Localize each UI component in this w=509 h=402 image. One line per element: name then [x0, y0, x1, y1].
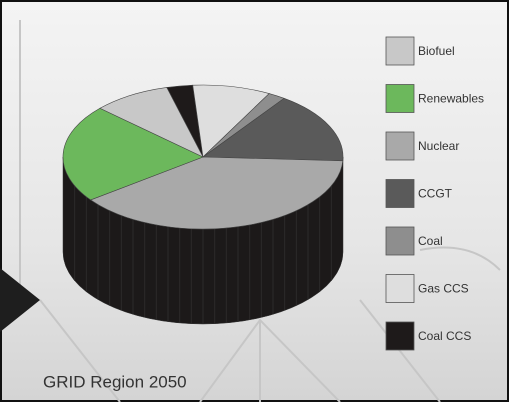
legend-swatch	[385, 36, 415, 66]
legend-label: Biofuel	[418, 44, 455, 58]
legend-swatch	[385, 274, 415, 303]
pie-slice	[99, 87, 204, 158]
chart-title: GRID Region 2050	[43, 372, 187, 391]
legend-label: Renewables	[418, 92, 484, 106]
arrow-decoration	[0, 268, 40, 332]
legend-swatch	[385, 84, 415, 113]
legend-swatch	[385, 321, 415, 351]
pie-slice	[62, 107, 204, 201]
legend-label: CCGT	[418, 187, 453, 201]
legend-swatch	[385, 179, 415, 208]
legend-label: Coal CCS	[418, 329, 471, 343]
legend-swatch	[385, 226, 415, 256]
pie-slice	[202, 97, 344, 162]
legend: Biofuel Renewables Nuclear CCGT Coal Gas CCS C…	[385, 36, 484, 351]
pie-slice	[192, 84, 270, 158]
legend-label: Gas CCS	[418, 282, 469, 296]
legend-label: Nuclear	[418, 139, 459, 153]
background-photo	[19, 20, 501, 402]
pie	[62, 84, 344, 325]
legend-swatch	[385, 131, 415, 161]
legend-label: Coal	[418, 234, 443, 248]
pie-slice	[89, 156, 344, 230]
